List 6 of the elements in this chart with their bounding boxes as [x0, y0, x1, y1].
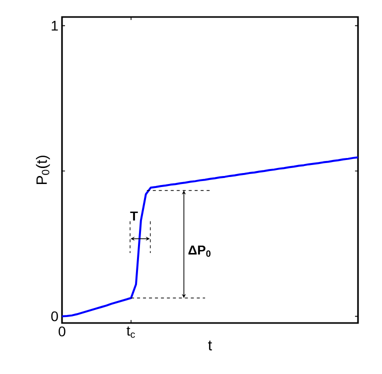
y-tick-label: 1	[52, 20, 58, 31]
y-axis-title: P$_{0}$(t)	[36, 156, 50, 184]
annotation: T	[130, 212, 138, 221]
x-axis-title: t	[208, 340, 212, 350]
annotation: ΔP$_{0}$	[188, 246, 211, 257]
x-tick-label: t$_{c}$	[126, 326, 135, 338]
